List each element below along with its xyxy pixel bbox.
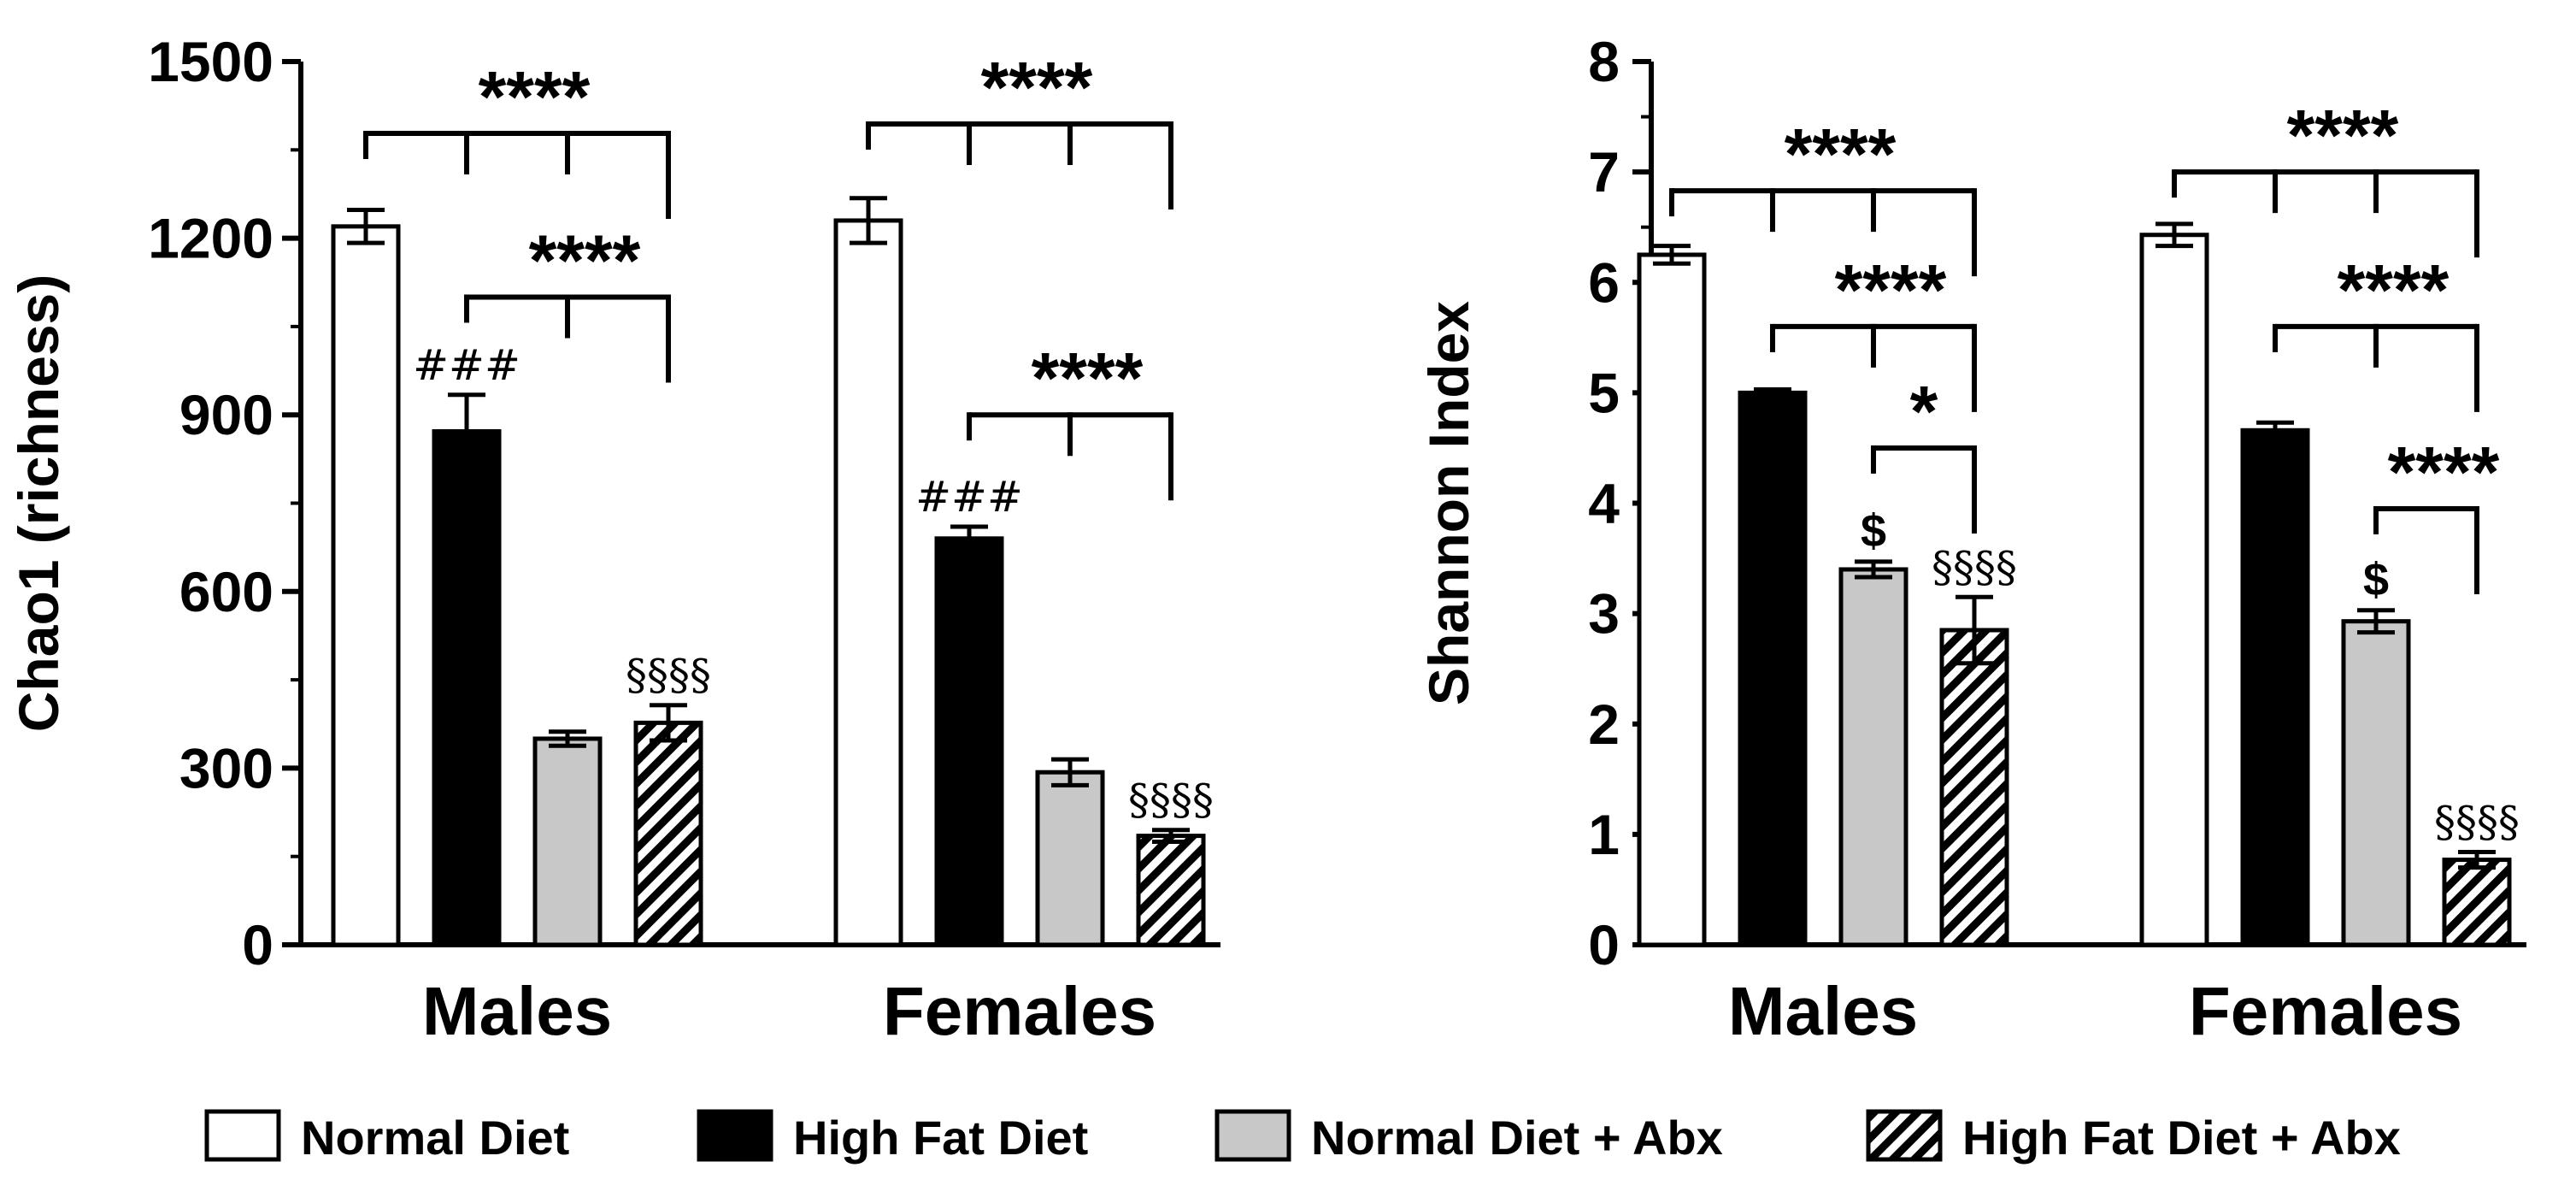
legend-label: Normal Diet + Abx bbox=[1311, 1111, 1723, 1165]
bar bbox=[2240, 428, 2310, 947]
y-axis-label: Shannon Index bbox=[1417, 301, 1480, 705]
group-label: Males bbox=[422, 973, 612, 1049]
bracket-stars: **** bbox=[2287, 95, 2399, 175]
y-tick-label: 3 bbox=[1588, 582, 1620, 646]
significance-mark: $ bbox=[1861, 505, 1886, 557]
significance-mark: §§§§ bbox=[2434, 798, 2520, 847]
y-tick-label: 0 bbox=[1588, 913, 1620, 976]
bracket-stars: **** bbox=[479, 56, 591, 137]
y-tick-label: 900 bbox=[179, 383, 273, 446]
bar bbox=[1035, 770, 1105, 947]
y-tick-label: 1500 bbox=[148, 30, 273, 93]
legend-label: Normal Diet bbox=[301, 1111, 569, 1165]
y-tick-label: 300 bbox=[179, 736, 273, 799]
bar bbox=[1637, 252, 1707, 947]
bracket-stars: **** bbox=[1785, 114, 1897, 194]
bracket-stars: **** bbox=[1835, 250, 1947, 330]
y-tick-label: 0 bbox=[242, 913, 273, 976]
group-label: Males bbox=[1728, 973, 1918, 1049]
bar bbox=[1738, 390, 1808, 947]
legend-swatch bbox=[1214, 1109, 1291, 1162]
bracket-stars: * bbox=[1910, 371, 1938, 451]
bar bbox=[934, 536, 1004, 947]
significance-mark: §§§§ bbox=[626, 651, 711, 700]
y-tick-label: 1200 bbox=[148, 207, 273, 270]
legend-label: High Fat Diet + Abx bbox=[1962, 1111, 2401, 1165]
y-axis-label: Chao1 (richness) bbox=[7, 274, 70, 732]
group-label: Females bbox=[883, 973, 1156, 1049]
significance-mark: ### bbox=[915, 472, 1023, 522]
significance-mark: $ bbox=[2363, 554, 2389, 605]
legend-swatch bbox=[1866, 1109, 1943, 1162]
bar bbox=[1838, 567, 1908, 947]
group-label: Females bbox=[2189, 973, 2462, 1049]
y-tick-label: 600 bbox=[179, 560, 273, 623]
y-tick-label: 7 bbox=[1588, 140, 1620, 203]
y-tick-label: 6 bbox=[1588, 251, 1620, 314]
bar bbox=[2139, 233, 2209, 947]
bar bbox=[2442, 858, 2512, 947]
y-tick-label: 8 bbox=[1588, 30, 1620, 93]
y-tick-label: 2 bbox=[1588, 693, 1620, 756]
bracket-stars: **** bbox=[1032, 338, 1144, 418]
bracket-stars: **** bbox=[981, 47, 1093, 127]
bracket-stars: **** bbox=[529, 220, 641, 300]
legend-swatch bbox=[204, 1109, 281, 1162]
significance-mark: ### bbox=[413, 340, 520, 390]
bar bbox=[331, 224, 401, 947]
bracket-stars: **** bbox=[2388, 432, 2500, 512]
legend-label: High Fat Diet bbox=[793, 1111, 1088, 1165]
bar bbox=[532, 736, 603, 947]
bar bbox=[2341, 619, 2411, 947]
bar bbox=[633, 720, 703, 947]
bracket-stars: **** bbox=[2338, 250, 2450, 330]
bar bbox=[1136, 834, 1206, 947]
bar bbox=[432, 428, 502, 947]
bar bbox=[1939, 628, 2009, 947]
bar bbox=[833, 218, 903, 947]
significance-mark: §§§§ bbox=[1128, 775, 1214, 825]
y-tick-label: 1 bbox=[1588, 803, 1620, 866]
y-tick-label: 4 bbox=[1588, 472, 1620, 535]
significance-mark: §§§§ bbox=[1932, 542, 2017, 592]
y-tick-label: 5 bbox=[1588, 361, 1620, 424]
legend-swatch bbox=[697, 1109, 773, 1162]
